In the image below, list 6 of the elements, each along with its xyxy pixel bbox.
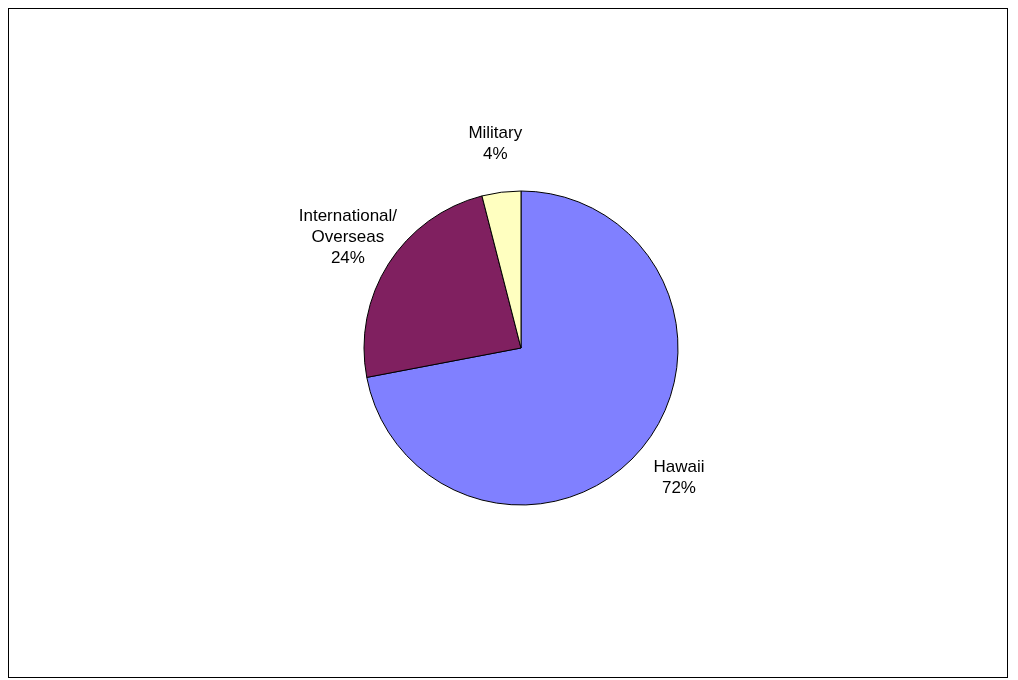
data-label: 4% xyxy=(483,144,508,164)
slice-label: Military xyxy=(468,123,523,143)
data-label: 72% xyxy=(661,478,696,498)
slice-label: International/ Overseas xyxy=(298,206,398,247)
slice-label: Hawaii xyxy=(653,457,705,477)
data-label: 24% xyxy=(330,248,365,268)
